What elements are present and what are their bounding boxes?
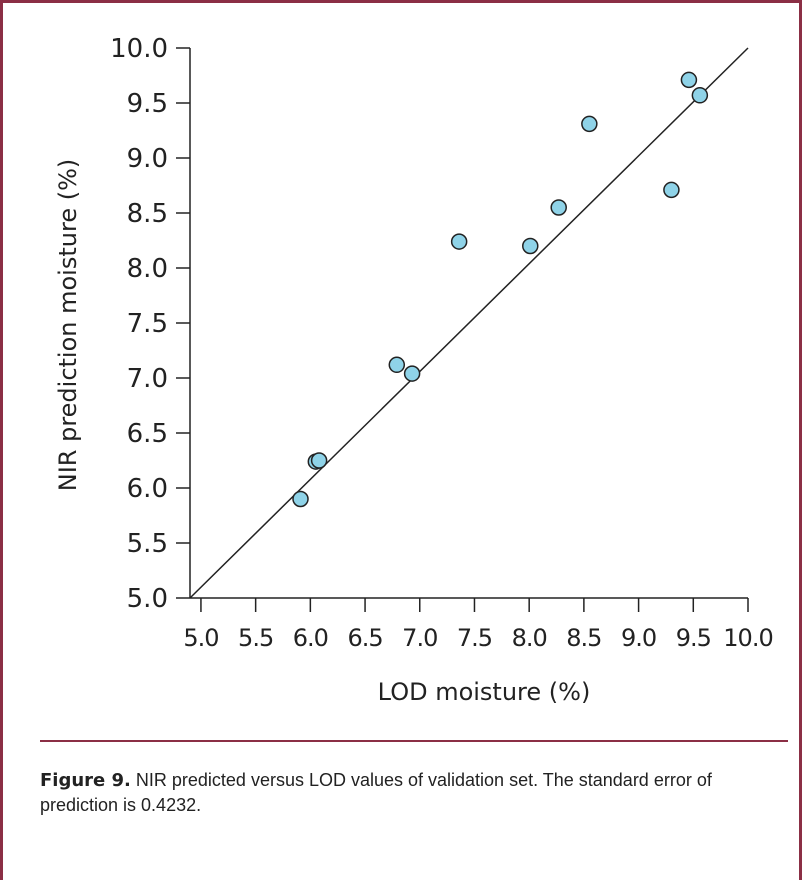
x-tick-label: 10.0 [723,624,772,652]
y-tick-label: 9.5 [127,89,168,119]
data-point [403,365,421,382]
reference-line [189,47,749,599]
reference-line-group [189,47,749,599]
data-points [292,71,709,508]
data-point [292,490,309,508]
caption-label: Figure 9. [40,770,131,791]
y-tick-label: 8.5 [127,199,168,229]
y-tick-label: 8.0 [127,254,168,284]
y-tick-label: 7.5 [127,309,168,339]
data-point [680,71,698,89]
data-point [522,237,539,255]
x-tick-label: 8.5 [566,624,601,652]
y-tick-label: 9.0 [127,144,168,174]
data-point [663,181,680,199]
x-tick-label: 9.5 [676,624,711,652]
data-point [691,87,709,104]
y-tick-label: 6.0 [127,474,168,504]
scatter-chart: 5.0 5.5 6.0 6.5 7.0 7.5 8.0 8.5 9.0 9.5 10.0 5.0 5.5… [54,34,774,706]
y-tick-label: 7.0 [127,364,168,394]
data-point [581,115,598,133]
x-tick-label: 5.5 [238,624,273,652]
data-point [310,452,328,469]
x-axis-label: LOD moisture (%) [378,678,591,706]
data-point [550,199,567,216]
figure-caption: Figure 9. NIR predicted versus LOD value… [40,768,780,817]
x-tick-label: 5.0 [183,624,218,652]
data-point [388,356,406,374]
y-tick-label: 6.5 [127,419,168,449]
x-tick-label: 8.0 [512,624,547,652]
y-tick-label: 5.5 [127,529,168,559]
caption-divider [40,740,788,742]
caption-text: NIR predicted versus LOD values of valid… [40,770,712,815]
y-axis-label: NIR prediction moisture (%) [54,159,82,492]
data-point [450,233,468,250]
axes: 5.0 5.5 6.0 6.5 7.0 7.5 8.0 8.5 9.0 9.5 10.0 5.0 5.5… [110,34,774,652]
x-tick-label: 7.5 [457,624,492,652]
y-tick-label: 5.0 [127,584,168,614]
x-tick-label: 7.0 [402,624,437,652]
x-tick-label: 6.0 [293,624,328,652]
y-tick-label: 10.0 [110,34,168,64]
x-tick-label: 6.5 [347,624,382,652]
x-tick-label: 9.0 [621,624,656,652]
